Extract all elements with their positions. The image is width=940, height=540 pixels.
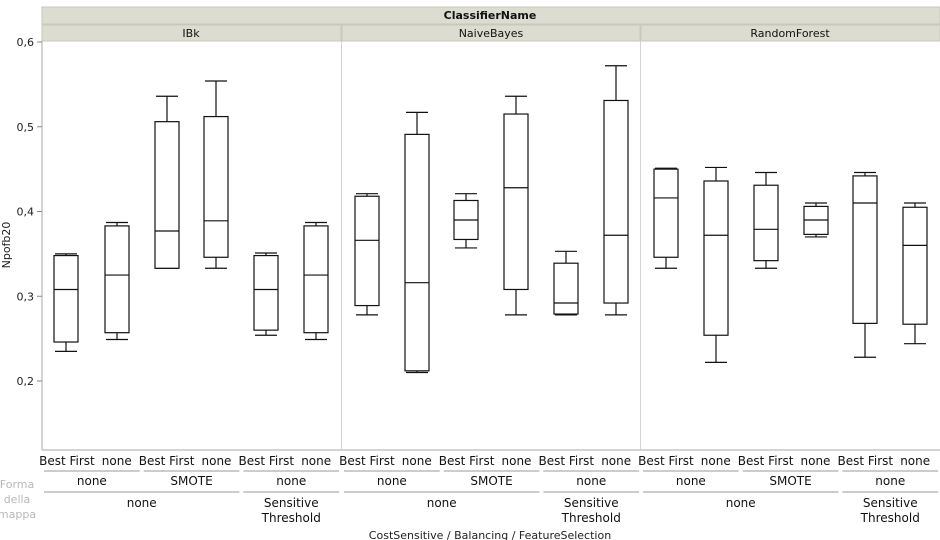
box-12 bbox=[603, 65, 629, 316]
level3-label-line2: Threshold bbox=[860, 511, 920, 525]
y-tick-label: 0,4 bbox=[17, 206, 35, 219]
level2-label: SMOTE bbox=[170, 474, 212, 488]
level3-label: none bbox=[127, 496, 157, 510]
level1-label: none bbox=[402, 454, 432, 468]
y-tick-label: 0,6 bbox=[17, 36, 35, 49]
panel-header-randomforest bbox=[640, 24, 940, 42]
level3-label: Sensitive bbox=[564, 496, 619, 510]
panel-title-randomforest: RandomForest bbox=[750, 27, 830, 40]
side-label: Forma della mappa bbox=[0, 478, 36, 521]
box-iqr bbox=[53, 254, 79, 343]
level1-label: none bbox=[202, 454, 232, 468]
box-iqr bbox=[354, 195, 380, 307]
level1-label: none bbox=[601, 454, 631, 468]
box-iqr bbox=[154, 121, 180, 269]
level1-label: none bbox=[102, 454, 132, 468]
level3-label: none bbox=[726, 496, 756, 510]
level1-label: Best First bbox=[139, 454, 195, 468]
level2-label: none bbox=[875, 474, 905, 488]
level1-label: Best First bbox=[539, 454, 595, 468]
level3-label: Sensitive bbox=[863, 496, 918, 510]
box-iqr bbox=[653, 168, 679, 258]
level3-label: none bbox=[427, 496, 457, 510]
level1-label: Best First bbox=[439, 454, 495, 468]
box-17 bbox=[852, 171, 878, 358]
level2-label: none bbox=[676, 474, 706, 488]
box-8 bbox=[404, 111, 430, 374]
panel-title-ibk: IBk bbox=[182, 27, 200, 40]
box-2 bbox=[104, 221, 130, 341]
box-iqr bbox=[603, 99, 629, 304]
panel-title-naivebayes: NaiveBayes bbox=[459, 27, 524, 40]
box-5 bbox=[253, 252, 279, 336]
level3-label-line2: Threshold bbox=[261, 511, 321, 525]
box-iqr bbox=[104, 225, 130, 334]
box-iqr bbox=[404, 133, 430, 372]
level1-label: Best First bbox=[39, 454, 95, 468]
box-15 bbox=[753, 171, 779, 269]
box-4 bbox=[203, 80, 229, 269]
box-18 bbox=[902, 202, 928, 345]
y-tick-label: 0,3 bbox=[17, 290, 35, 303]
group-header-label: ClassifierName bbox=[444, 9, 537, 22]
group-header-bar bbox=[41, 6, 940, 25]
level1-label: Best First bbox=[339, 454, 395, 468]
level3-label: Sensitive bbox=[264, 496, 319, 510]
box-iqr bbox=[753, 184, 779, 262]
box-iqr bbox=[852, 175, 878, 324]
level2-label: none bbox=[377, 474, 407, 488]
x-axis-label: CostSensitive / Balancing / FeatureSelec… bbox=[369, 529, 611, 540]
y-ticks: 0,2 0,3 0,4 0,5 0,6 bbox=[17, 36, 42, 388]
box-14 bbox=[703, 166, 729, 363]
box-13 bbox=[653, 167, 679, 269]
level1-label: none bbox=[701, 454, 731, 468]
level2-label: none bbox=[77, 474, 107, 488]
box-iqr bbox=[703, 180, 729, 336]
level2-label: none bbox=[276, 474, 306, 488]
box-9 bbox=[453, 193, 479, 249]
level1-label: Best First bbox=[838, 454, 894, 468]
level2-label: SMOTE bbox=[769, 474, 811, 488]
level3-label-line2: Threshold bbox=[561, 511, 621, 525]
box-marks bbox=[53, 65, 928, 374]
box-11 bbox=[553, 250, 579, 316]
box-iqr bbox=[253, 254, 279, 331]
y-tick-label: 0,2 bbox=[17, 375, 35, 388]
level1-label: Best First bbox=[738, 454, 794, 468]
y-tick-label: 0,5 bbox=[17, 121, 35, 134]
box-iqr bbox=[553, 262, 579, 315]
panel-header-ibk bbox=[41, 24, 342, 42]
category-labels: Best First none Best First none Best First no… bbox=[39, 454, 939, 525]
level1-label: Best First bbox=[239, 454, 295, 468]
box-7 bbox=[354, 193, 380, 316]
box-6 bbox=[303, 221, 329, 341]
level1-label: none bbox=[900, 454, 930, 468]
box-10 bbox=[503, 95, 529, 316]
level2-label: none bbox=[576, 474, 606, 488]
box-iqr bbox=[303, 225, 329, 334]
level1-label: none bbox=[801, 454, 831, 468]
box-iqr bbox=[902, 206, 928, 325]
level1-label: Best First bbox=[638, 454, 694, 468]
box-iqr bbox=[503, 113, 529, 291]
box-16 bbox=[803, 202, 829, 238]
level1-label: none bbox=[502, 454, 532, 468]
y-axis-label: Npofb20 bbox=[0, 222, 13, 269]
box-1 bbox=[53, 253, 79, 352]
box-iqr bbox=[203, 115, 229, 258]
box-3 bbox=[154, 95, 180, 269]
level2-label: SMOTE bbox=[470, 474, 512, 488]
level1-label: none bbox=[301, 454, 331, 468]
panel-header-naivebayes bbox=[341, 24, 641, 42]
